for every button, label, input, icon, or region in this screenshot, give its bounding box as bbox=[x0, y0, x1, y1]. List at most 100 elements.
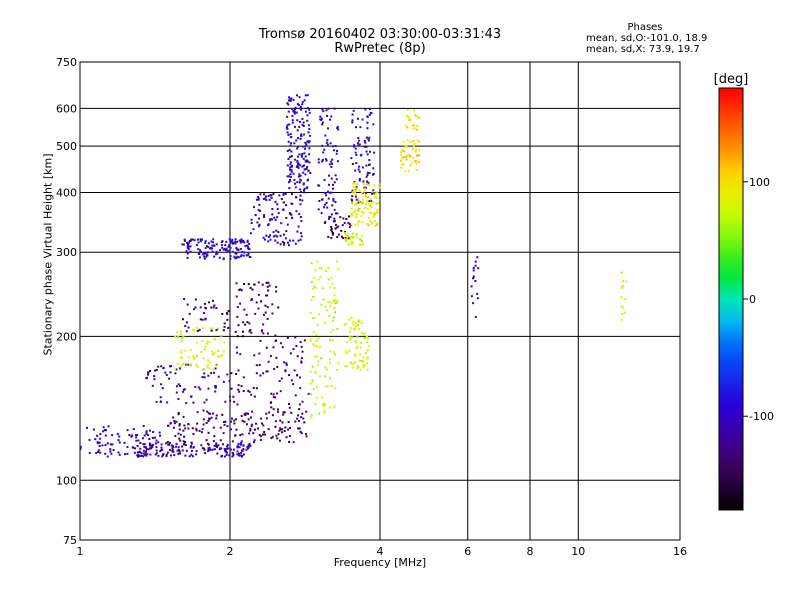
data-point bbox=[305, 167, 308, 170]
data-point bbox=[292, 110, 295, 113]
data-point bbox=[281, 431, 284, 434]
data-point bbox=[300, 416, 303, 419]
data-point bbox=[236, 445, 239, 448]
data-point bbox=[245, 412, 248, 415]
data-point bbox=[300, 345, 303, 348]
colorbar-label: [deg] bbox=[714, 72, 749, 87]
data-point bbox=[259, 438, 262, 441]
data-point bbox=[308, 128, 311, 131]
data-point bbox=[476, 297, 479, 300]
data-point bbox=[207, 412, 210, 415]
data-point bbox=[230, 448, 233, 451]
data-point bbox=[361, 221, 364, 224]
data-point bbox=[331, 162, 334, 165]
data-point bbox=[204, 247, 207, 250]
data-point bbox=[286, 124, 289, 127]
data-point bbox=[169, 421, 172, 424]
data-point bbox=[334, 212, 337, 215]
data-point bbox=[249, 232, 252, 235]
data-point bbox=[402, 150, 405, 153]
data-point bbox=[148, 442, 151, 445]
data-point bbox=[264, 304, 267, 307]
data-point bbox=[288, 175, 291, 178]
data-point bbox=[346, 234, 349, 237]
data-point bbox=[203, 372, 206, 375]
data-point bbox=[275, 339, 278, 342]
data-point bbox=[226, 373, 229, 376]
data-point bbox=[247, 254, 250, 257]
data-point bbox=[364, 145, 367, 148]
data-point bbox=[223, 325, 226, 328]
data-point bbox=[145, 432, 148, 435]
data-point bbox=[257, 293, 260, 296]
data-point bbox=[269, 238, 272, 241]
data-point bbox=[190, 441, 193, 444]
data-point bbox=[193, 356, 196, 359]
data-point bbox=[262, 197, 265, 200]
data-point bbox=[278, 380, 281, 383]
data-point bbox=[211, 368, 214, 371]
data-point bbox=[226, 425, 229, 428]
data-point bbox=[243, 413, 246, 416]
data-point bbox=[317, 161, 320, 164]
data-point bbox=[265, 281, 268, 284]
data-point bbox=[147, 448, 150, 451]
data-point bbox=[366, 207, 369, 210]
data-point bbox=[250, 221, 253, 224]
data-point bbox=[262, 332, 265, 335]
data-point bbox=[104, 434, 107, 437]
data-point bbox=[324, 366, 327, 369]
data-point bbox=[151, 446, 154, 449]
data-point bbox=[226, 444, 229, 447]
data-point bbox=[620, 286, 623, 289]
data-point bbox=[303, 187, 306, 190]
data-point bbox=[472, 277, 475, 280]
data-point bbox=[231, 417, 234, 420]
data-point bbox=[279, 342, 282, 345]
data-point bbox=[349, 330, 352, 333]
data-point bbox=[265, 346, 268, 349]
data-point bbox=[309, 134, 312, 137]
data-point bbox=[329, 305, 332, 308]
data-point bbox=[240, 239, 243, 242]
data-point bbox=[343, 221, 346, 224]
data-point bbox=[320, 303, 323, 306]
data-point bbox=[275, 229, 278, 232]
data-point bbox=[104, 429, 107, 432]
data-point bbox=[201, 376, 204, 379]
data-point bbox=[260, 329, 263, 332]
data-point bbox=[318, 375, 321, 378]
data-point bbox=[320, 198, 323, 201]
data-point bbox=[351, 322, 354, 325]
data-point bbox=[207, 443, 210, 446]
data-point bbox=[365, 192, 368, 195]
data-point bbox=[330, 277, 333, 280]
data-point bbox=[177, 411, 180, 414]
data-point bbox=[186, 252, 189, 255]
data-point bbox=[292, 383, 295, 386]
data-point bbox=[212, 439, 215, 442]
data-point bbox=[307, 140, 310, 143]
data-point bbox=[354, 195, 357, 198]
data-point bbox=[282, 413, 285, 416]
data-point bbox=[320, 267, 323, 270]
data-point bbox=[277, 231, 280, 234]
data-point bbox=[236, 453, 239, 456]
data-point bbox=[200, 431, 203, 434]
data-point bbox=[354, 126, 357, 129]
data-point bbox=[287, 158, 290, 161]
data-point bbox=[161, 454, 164, 457]
data-point bbox=[136, 434, 139, 437]
data-point bbox=[331, 187, 334, 190]
data-point bbox=[268, 198, 271, 201]
data-point bbox=[190, 442, 193, 445]
data-point bbox=[282, 243, 285, 246]
data-point bbox=[224, 244, 227, 247]
data-point bbox=[367, 181, 370, 184]
data-point bbox=[249, 255, 252, 258]
data-point bbox=[368, 163, 371, 166]
data-point bbox=[193, 308, 196, 311]
data-point bbox=[224, 400, 227, 403]
data-point bbox=[328, 183, 331, 186]
colorbar-tick-label: 0 bbox=[749, 293, 756, 306]
